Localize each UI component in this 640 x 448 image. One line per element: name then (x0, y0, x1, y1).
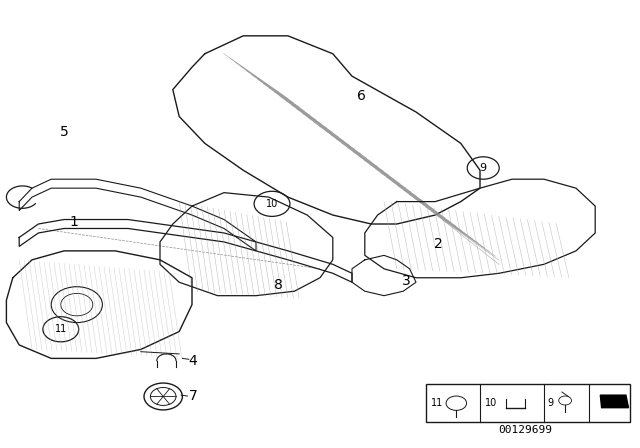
Polygon shape (600, 395, 628, 408)
Text: 2: 2 (434, 237, 443, 251)
Text: 11: 11 (431, 398, 443, 408)
Text: 11: 11 (54, 324, 67, 334)
Text: 10: 10 (484, 398, 497, 408)
Bar (426, 384, 630, 422)
Text: 5: 5 (60, 125, 68, 139)
Text: 00129699: 00129699 (498, 425, 552, 435)
Text: 9: 9 (479, 163, 487, 173)
Text: 7: 7 (189, 389, 198, 404)
Text: 3: 3 (402, 274, 411, 289)
Text: 8: 8 (274, 278, 283, 293)
Text: 10: 10 (266, 199, 278, 209)
Text: 4: 4 (189, 353, 198, 368)
Text: 6: 6 (357, 89, 366, 103)
Text: 9: 9 (547, 398, 554, 408)
Text: 1: 1 (69, 215, 78, 229)
